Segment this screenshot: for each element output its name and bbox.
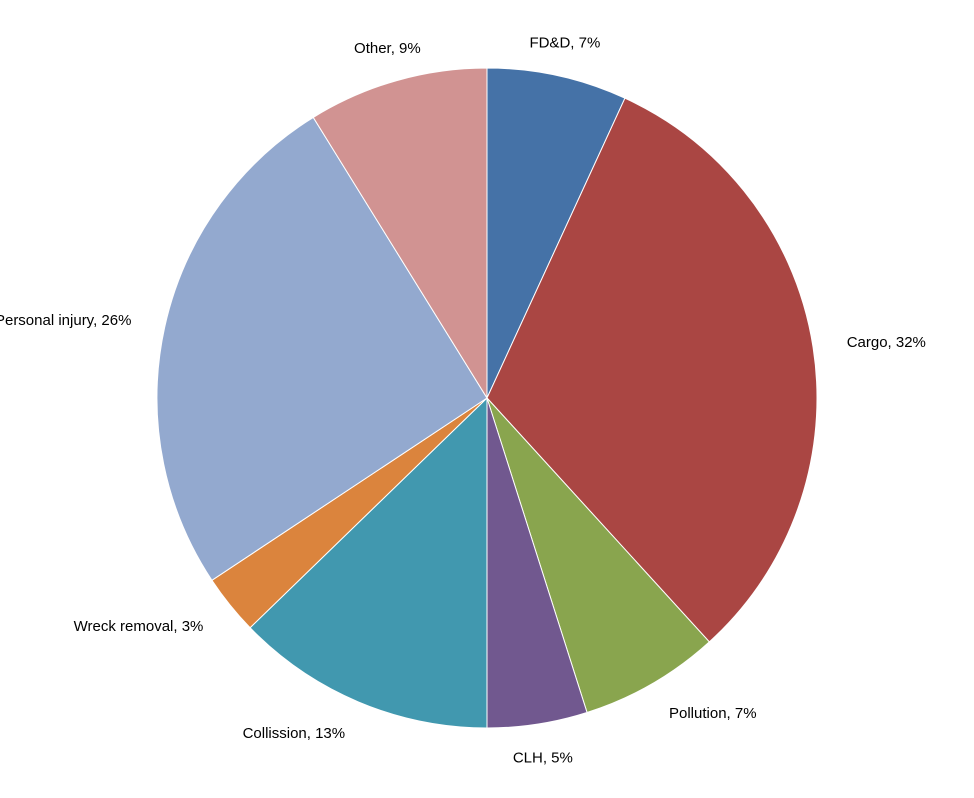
pie-label-personal-injury: Personal injury, 26% bbox=[0, 312, 131, 329]
pie-slice-other bbox=[312, 67, 488, 400]
pie-slice-fd-d bbox=[486, 67, 626, 399]
pie-slice-cargo bbox=[486, 97, 818, 643]
pie-label-clh: CLH, 5% bbox=[513, 750, 573, 767]
pie-slice-pollution bbox=[486, 397, 711, 714]
pie-labels: FD&D, 7% Cargo, 32% Pollution, 7% CLH, 5% Co… bbox=[0, 34, 926, 766]
pie-slice-collission bbox=[249, 396, 488, 729]
pie-label-cargo: Cargo, 32% bbox=[847, 334, 926, 351]
pie-label-wreck-removal: Wreck removal, 3% bbox=[74, 618, 204, 635]
pie-label-pollution: Pollution, 7% bbox=[669, 705, 757, 722]
pie-label-other: Other, 9% bbox=[354, 40, 421, 57]
pie-label-collission: Collission, 13% bbox=[243, 725, 346, 742]
pie-slices bbox=[156, 67, 818, 729]
pie-label-fd-d: FD&D, 7% bbox=[529, 34, 600, 51]
pie-slice-personal-injury bbox=[156, 116, 488, 581]
